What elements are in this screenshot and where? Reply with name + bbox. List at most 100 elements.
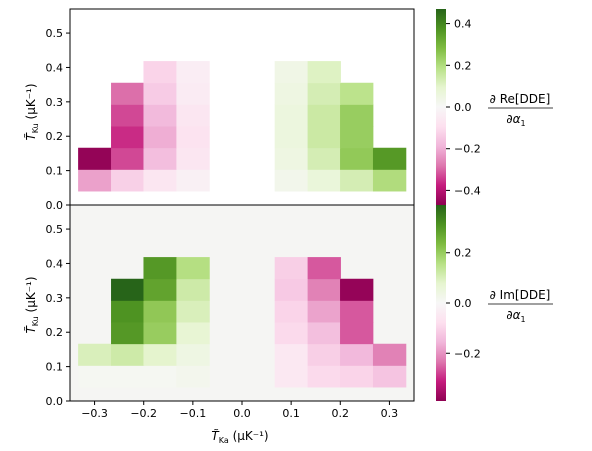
bottom-heatmap-cell bbox=[340, 278, 374, 301]
bottom-ylabel-sub: Ku bbox=[31, 316, 40, 326]
top-ytick-label: 0.0 bbox=[46, 199, 64, 212]
bottom-heatmap-cell bbox=[274, 300, 309, 323]
top-heatmap-cell bbox=[78, 169, 112, 192]
bottom-heatmap-cell bbox=[307, 257, 341, 280]
bottom-heatmap-cell bbox=[176, 278, 210, 301]
top-heatmap-cell bbox=[143, 147, 177, 170]
bottom-colorbar-tick-label: 0.2 bbox=[454, 247, 472, 260]
xlabel-main: T̃ bbox=[211, 429, 220, 443]
top-heatmap-cell bbox=[340, 169, 374, 192]
top-heatmap-cell bbox=[78, 147, 112, 170]
top-heatmap-cell bbox=[176, 126, 210, 149]
top-heatmap-cell bbox=[274, 82, 309, 105]
bottom-heatmap-cell bbox=[307, 278, 341, 301]
top-heatmap-cell bbox=[176, 147, 210, 170]
top-heatmap-cell bbox=[143, 169, 177, 192]
top-heatmap-cell bbox=[340, 82, 374, 105]
top-heatmap-cell bbox=[372, 169, 407, 192]
top-heatmap-cell bbox=[307, 61, 341, 84]
bottom-heatmap-cell bbox=[143, 300, 177, 323]
top-heatmap-cell bbox=[176, 169, 210, 192]
top-heatmap-cell bbox=[176, 82, 210, 105]
top-heatmap-cell bbox=[274, 169, 309, 192]
bottom-heatmap-cell bbox=[143, 278, 177, 301]
top-colorbar-tick-label: 0.2 bbox=[454, 59, 472, 72]
bottom-heatmap-cell bbox=[143, 365, 177, 388]
bottom-heatmap-cell bbox=[340, 322, 374, 345]
top-heatmap-cell bbox=[307, 104, 341, 127]
bottom-heatmap-cell bbox=[78, 343, 112, 366]
top-heatmap-cell bbox=[274, 104, 309, 127]
bottom-heatmap-cell bbox=[274, 343, 309, 366]
top-heatmap-cell bbox=[274, 147, 309, 170]
top-heatmap-cell bbox=[307, 82, 341, 105]
bottom-xtick-label: 0.0 bbox=[233, 407, 251, 420]
top-ylabel-unit: (μK⁻¹) bbox=[24, 83, 38, 123]
top-heatmap-cell bbox=[143, 82, 177, 105]
bottom-heatmap-cell bbox=[372, 343, 407, 366]
bottom-heatmap-cell bbox=[111, 365, 145, 388]
bottom-heatmap-cell bbox=[111, 343, 145, 366]
bottom-heatmap-cell bbox=[372, 365, 407, 388]
bottom-heatmap-cell bbox=[340, 365, 374, 388]
bottom-heatmap-cell bbox=[274, 365, 309, 388]
top-heatmap-cell bbox=[111, 126, 145, 149]
bottom-heatmap-cell bbox=[307, 322, 341, 345]
top-colorbar-tick-label: 0.4 bbox=[454, 18, 472, 31]
top-heatmap-cell bbox=[307, 147, 341, 170]
top-colorbar-tick-label: −0.4 bbox=[454, 184, 481, 197]
top-ytick-label: 0.5 bbox=[46, 27, 64, 40]
bottom-colorbar-label-denominator: ∂α1 bbox=[506, 308, 525, 324]
bottom-ytick-label: 0.2 bbox=[46, 326, 64, 339]
top-colorbar: 0.4 0.2 0.0 −0.2 −0.4 ∂ Re[DDE] ∂α1 bbox=[436, 9, 553, 205]
top-heatmap-cell bbox=[111, 82, 145, 105]
bottom-colorbar-tick-label: −0.2 bbox=[454, 347, 481, 360]
bottom-heatmap-cell bbox=[143, 343, 177, 366]
bottom-heatmap-cell bbox=[143, 257, 177, 280]
top-heatmap-cell bbox=[143, 126, 177, 149]
top-heatmap-panel: 0.0 0.1 0.2 0.3 0.4 0.5 bbox=[46, 8, 415, 212]
bottom-heatmap-cell bbox=[143, 322, 177, 345]
bottom-ylabel: T̃Ku (μK⁻¹) bbox=[24, 276, 40, 333]
bottom-heatmap-cell bbox=[307, 300, 341, 323]
bottom-heatmap-cell bbox=[340, 300, 374, 323]
top-colorbar-tick-label: 0.0 bbox=[454, 101, 472, 114]
bottom-xtick-label: 0.3 bbox=[381, 407, 399, 420]
top-ylabel: T̃Ku (μK⁻¹) bbox=[24, 83, 40, 140]
bottom-heatmap-cell bbox=[111, 300, 145, 323]
bottom-heatmap-cell bbox=[176, 300, 210, 323]
bottom-xtick-label: 0.1 bbox=[282, 407, 300, 420]
top-heatmap-cell bbox=[372, 147, 407, 170]
top-heatmap-cell bbox=[340, 147, 374, 170]
top-colorbar-label-denominator: ∂α1 bbox=[506, 112, 525, 128]
bottom-heatmap-cell bbox=[176, 322, 210, 345]
bottom-colorbar-label-numerator: ∂ Im[DDE] bbox=[490, 288, 551, 302]
bottom-heatmap-cell bbox=[340, 343, 374, 366]
top-colorbar-tick-label: −0.2 bbox=[454, 143, 481, 156]
top-heatmap-cell bbox=[274, 126, 309, 149]
top-ytick-label: 0.1 bbox=[46, 165, 64, 178]
top-ytick-label: 0.2 bbox=[46, 130, 64, 143]
bottom-heatmap-cell bbox=[176, 365, 210, 388]
bottom-xtick-label: −0.1 bbox=[179, 407, 206, 420]
top-heatmap-cell bbox=[176, 61, 210, 84]
bottom-ytick-label: 0.1 bbox=[46, 361, 64, 374]
bottom-ylabel-unit: (μK⁻¹) bbox=[24, 276, 38, 316]
bottom-heatmap-cell bbox=[307, 343, 341, 366]
bottom-ytick-label: 0.4 bbox=[46, 257, 64, 270]
bottom-ytick-label: 0.0 bbox=[46, 395, 64, 408]
bottom-ylabel-main: T̃ bbox=[24, 325, 38, 334]
bottom-ytick-label: 0.5 bbox=[46, 223, 64, 236]
bottom-heatmap-cell bbox=[78, 365, 112, 388]
top-heatmap-cell bbox=[111, 147, 145, 170]
top-ytick-label: 0.3 bbox=[46, 96, 64, 109]
top-colorbar-label-numerator: ∂ Re[DDE] bbox=[490, 92, 551, 106]
top-heatmap-cell bbox=[307, 169, 341, 192]
bottom-heatmap-cell bbox=[274, 322, 309, 345]
top-colorbar-gradient bbox=[436, 9, 446, 205]
top-ylabel-sub: Ku bbox=[31, 123, 40, 133]
bottom-heatmap-panel: 0.0 0.1 0.2 0.3 0.4 0.5 −0.3 −0.2 −0.1 0.0 0.1 0.2 0… bbox=[46, 204, 415, 420]
top-heatmap-cell bbox=[143, 61, 177, 84]
bottom-heatmap-cell bbox=[176, 343, 210, 366]
